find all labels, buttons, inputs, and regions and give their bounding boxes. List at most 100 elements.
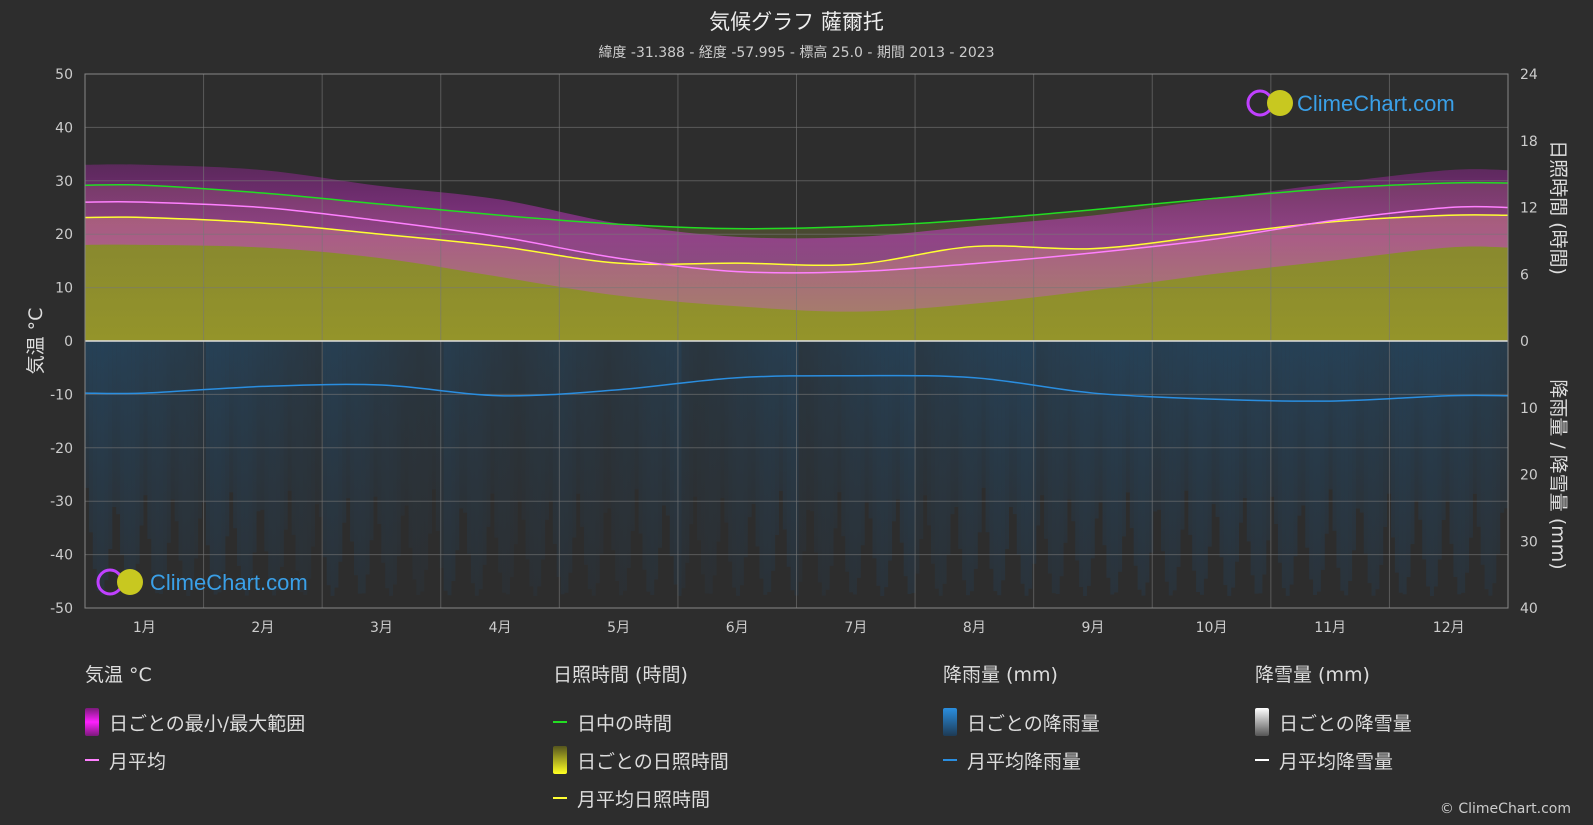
daily-rain-bar bbox=[985, 341, 990, 533]
daily-rain-bar bbox=[1480, 341, 1485, 565]
daily-rain-bar bbox=[209, 341, 214, 578]
daily-rain-bar bbox=[864, 341, 869, 503]
daily-rain-bar bbox=[1352, 341, 1356, 551]
daily-rain-bar bbox=[529, 341, 534, 587]
daily-rain-bar bbox=[237, 341, 241, 566]
daily-rain-bar bbox=[849, 341, 854, 593]
month-tick-label: 12月 bbox=[1433, 620, 1465, 636]
daily-rain-bar bbox=[736, 341, 740, 596]
daily-rain-bar bbox=[1180, 341, 1185, 530]
legend-snow: 降雪量 (mm) 日ごとの降雪量 月平均降雪量 bbox=[1255, 660, 1412, 779]
right-top-tick-label: 12 bbox=[1520, 201, 1538, 217]
daily-rain-bar bbox=[1094, 341, 1099, 519]
daily-rain-bar bbox=[923, 341, 928, 496]
daily-rain-bar bbox=[166, 341, 171, 543]
daily-rain-bar bbox=[1055, 341, 1060, 594]
daily-rain-bar bbox=[1433, 341, 1438, 587]
legend-label: 日中の時間 bbox=[577, 712, 673, 735]
daily-rain-bar bbox=[533, 341, 538, 596]
daily-rain-bar bbox=[295, 341, 300, 571]
brand-text-bottom: ClimeChart.com bbox=[150, 570, 308, 595]
range-swatch bbox=[85, 708, 99, 736]
daily-rain-bar bbox=[143, 341, 148, 496]
daily-rain-bar bbox=[572, 341, 577, 538]
daily-rain-bar bbox=[334, 341, 339, 588]
right-bottom-tick-label: 40 bbox=[1520, 601, 1538, 617]
daily-rain-bar bbox=[482, 341, 487, 565]
daily-rain-bar bbox=[1137, 341, 1142, 590]
daily-rain-bar bbox=[576, 341, 581, 494]
daily-rain-bar bbox=[92, 341, 97, 569]
daily-rain-bar bbox=[155, 341, 160, 594]
daily-rain-bar bbox=[829, 341, 834, 566]
daily-rain-bar bbox=[1469, 341, 1473, 538]
daily-rain-bar bbox=[85, 341, 89, 488]
daily-rain-bar bbox=[474, 341, 479, 596]
daily-rain-bar bbox=[1122, 341, 1126, 537]
daily-rain-bar bbox=[459, 341, 464, 509]
daily-rain-bar bbox=[229, 341, 234, 493]
daily-rain-bar bbox=[506, 341, 510, 595]
daily-rain-bar bbox=[127, 341, 132, 596]
daily-rain-bar bbox=[845, 341, 850, 572]
daily-rain-bar bbox=[556, 341, 561, 577]
daily-rain-bar bbox=[810, 341, 815, 512]
month-tick-label: 10月 bbox=[1196, 620, 1228, 636]
daily-rain-bar bbox=[1309, 341, 1314, 580]
daily-rain-bar bbox=[1044, 341, 1048, 539]
daily-rain-bar bbox=[763, 341, 768, 595]
daily-rain-bar bbox=[1461, 341, 1466, 593]
right-top-tick-label: 18 bbox=[1520, 134, 1538, 150]
daily-rain-bar bbox=[182, 341, 187, 587]
month-tick-label: 7月 bbox=[844, 620, 867, 636]
daily-rain-bar bbox=[342, 341, 347, 523]
daily-rain-bar bbox=[1402, 341, 1407, 595]
daily-rain-bar bbox=[837, 341, 842, 493]
daily-rain-bar bbox=[439, 341, 444, 568]
daily-rain-bar bbox=[1328, 341, 1333, 490]
daily-rain-bar bbox=[252, 341, 257, 553]
daily-rain-bar bbox=[1457, 341, 1462, 595]
daily-rain-bar bbox=[1227, 341, 1232, 596]
daily-rain-bar bbox=[1441, 341, 1446, 520]
daily-rain-bar bbox=[1129, 341, 1134, 529]
daily-rain-bar bbox=[1418, 341, 1423, 520]
left-tick-label: -40 bbox=[50, 548, 73, 564]
daily-rain-bar bbox=[1371, 341, 1376, 596]
legend-label: 月平均降雨量 bbox=[967, 750, 1082, 773]
daily-rain-bar bbox=[377, 341, 382, 524]
left-tick-label: -30 bbox=[50, 494, 73, 510]
daily-rain-bar bbox=[186, 341, 191, 596]
daily-rain-bar bbox=[1098, 341, 1103, 503]
daily-rain-bar bbox=[396, 341, 401, 557]
month-tick-label: 8月 bbox=[963, 620, 986, 636]
daily-rain-bar bbox=[1223, 341, 1228, 586]
daily-rain-bar bbox=[412, 341, 417, 580]
legend-title: 気温 °C bbox=[85, 664, 152, 686]
daily-rain-bar bbox=[1488, 341, 1493, 596]
daily-rain-bar bbox=[291, 341, 296, 535]
daily-rain-bar bbox=[728, 341, 733, 562]
daily-rain-bar bbox=[697, 341, 701, 541]
daily-rain-bar bbox=[915, 341, 920, 574]
daily-rain-bar bbox=[1125, 341, 1130, 493]
daily-rain-bar bbox=[860, 341, 865, 546]
left-tick-label: 20 bbox=[55, 227, 73, 243]
daily-rain-bar bbox=[1106, 341, 1111, 578]
daily-rain-bar bbox=[993, 341, 998, 592]
daily-rain-bar bbox=[1422, 341, 1427, 560]
daily-rain-bar bbox=[1277, 341, 1282, 563]
daily-rain-bar bbox=[1297, 341, 1302, 516]
daily-rain-bar bbox=[400, 341, 405, 516]
daily-rain-bar bbox=[1504, 341, 1508, 509]
daily-rain-bar bbox=[1324, 341, 1329, 534]
daily-rain-bar bbox=[872, 341, 877, 559]
daily-rain-bar bbox=[1235, 341, 1239, 562]
daily-rain-bar bbox=[1414, 341, 1419, 502]
daily-rain-bar bbox=[997, 341, 1002, 596]
daily-rain-bar bbox=[451, 341, 456, 581]
plot-frame bbox=[84, 73, 1509, 609]
legend-item: 日ごとの最小/最大範囲 bbox=[85, 703, 305, 741]
legend-title: 降雪量 (mm) bbox=[1255, 664, 1370, 686]
daily-rain-bar bbox=[720, 341, 725, 499]
